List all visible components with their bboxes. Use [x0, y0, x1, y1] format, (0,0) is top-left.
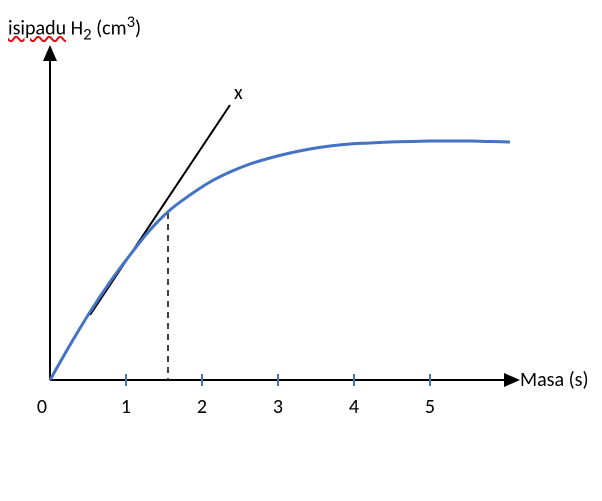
- data-curve: [50, 141, 510, 380]
- y-axis-arrow: [43, 45, 57, 61]
- tangent-label: x: [234, 81, 243, 105]
- tangent-line: [90, 105, 230, 315]
- x-axis-arrow: [504, 373, 520, 387]
- chart-svg: x: [0, 0, 602, 501]
- axes: [43, 45, 520, 387]
